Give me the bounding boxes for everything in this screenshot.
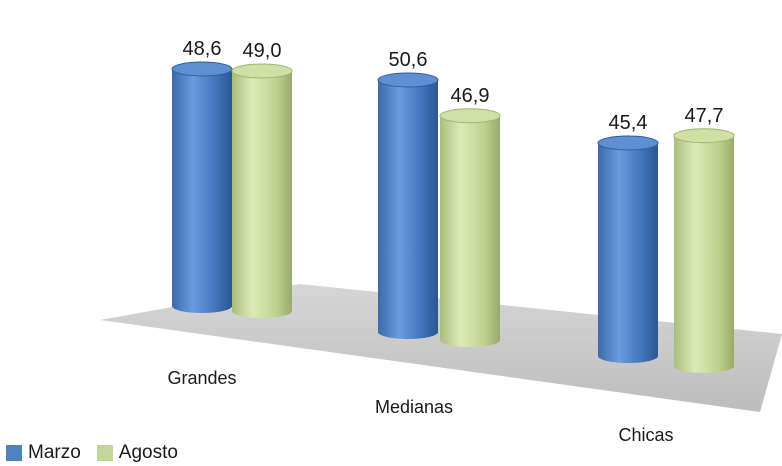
bar-marzo-chicas [597, 135, 659, 363]
bar-top-agosto-chicas [673, 128, 735, 144]
bar-agosto-grandes [231, 63, 293, 318]
bar-body-marzo-grandes [172, 69, 232, 313]
data-label-agosto-grandes: 49,0 [243, 40, 282, 62]
bar-top-marzo-medianas [377, 72, 439, 88]
legend-label-marzo: Marzo [28, 442, 81, 463]
bar-body-agosto-grandes [232, 71, 292, 318]
bar-top-agosto-grandes [231, 63, 293, 79]
bar-body-agosto-medianas [440, 115, 500, 347]
bar-agosto-medianas [439, 108, 501, 347]
category-label-grandes: Grandes [167, 368, 236, 388]
bar-top-agosto-medianas [439, 108, 501, 124]
bars-layer [171, 61, 735, 373]
bar-marzo-medianas [377, 72, 439, 339]
legend-item-agosto: Agosto [96, 442, 178, 464]
bar-body-agosto-chicas [674, 135, 734, 373]
legend-item-marzo: Marzo [6, 442, 81, 464]
bar-body-marzo-medianas [378, 80, 438, 339]
data-label-marzo-chicas: 45,4 [609, 112, 648, 134]
labels-layer: 48,6 49,0 Grandes 50,6 46,9 Medianas 45,4 47,7 C… [167, 38, 723, 445]
legend: Marzo Agosto [6, 440, 178, 466]
bar-top-marzo-chicas [597, 135, 659, 151]
bar-body-marzo-chicas [598, 143, 658, 363]
category-label-medianas: Medianas [375, 397, 453, 417]
bar-marzo-grandes [171, 61, 233, 313]
legend-swatch-agosto [96, 445, 113, 461]
legend-label-agosto: Agosto [118, 442, 178, 463]
data-label-agosto-chicas: 47,7 [685, 105, 724, 127]
data-label-marzo-grandes: 48,6 [183, 38, 222, 60]
data-label-marzo-medianas: 50,6 [389, 49, 428, 71]
category-label-chicas: Chicas [618, 425, 673, 445]
legend-swatch-marzo [6, 445, 22, 461]
bar-top-marzo-grandes [171, 61, 233, 77]
bar-agosto-chicas [673, 128, 735, 373]
data-label-agosto-medianas: 46,9 [451, 85, 490, 107]
